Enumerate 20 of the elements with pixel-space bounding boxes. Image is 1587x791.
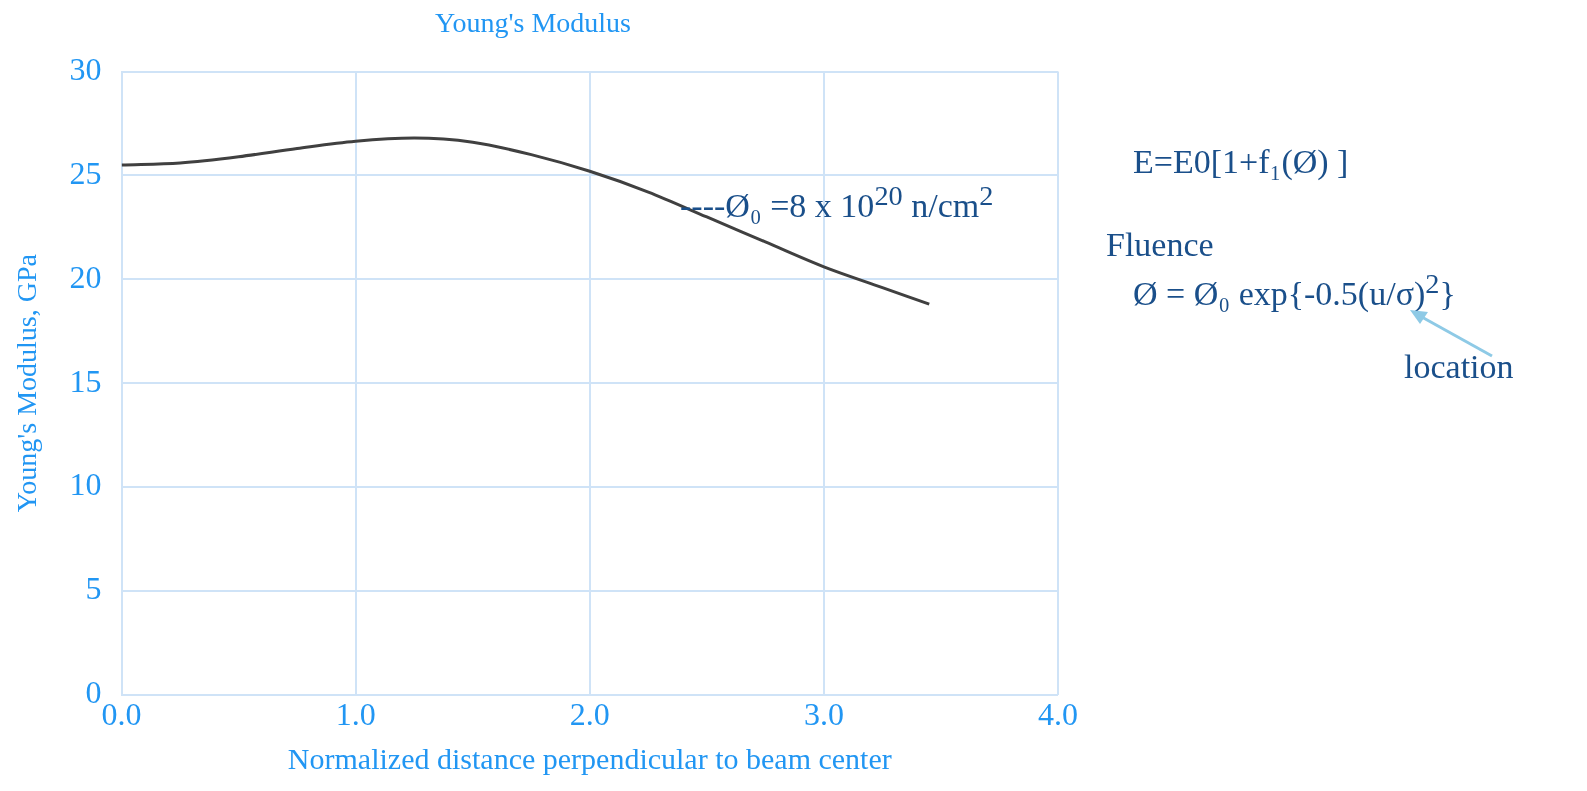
y-tick-label: 30 bbox=[69, 51, 102, 88]
y-axis-title: Young's Modulus, GPa bbox=[11, 253, 43, 513]
x-tick-label: 4.0 bbox=[1038, 696, 1078, 733]
text: Ø = Ø₀ exp{-0.5(u/σ)$^{2}$} bbox=[1133, 268, 1456, 314]
y-tick-label: 10 bbox=[69, 466, 102, 503]
annotation: ----Ø₀ =8 x 10$^{20}$ n/cm$^{2}$ bbox=[680, 180, 994, 226]
y-tick-label: 25 bbox=[69, 154, 102, 191]
y-tick-label: 0 bbox=[85, 674, 102, 711]
y-tick-label: 15 bbox=[69, 362, 102, 399]
x-tick-label: 2.0 bbox=[569, 696, 610, 733]
x-tick-label: 1.0 bbox=[335, 696, 376, 733]
text: location bbox=[1404, 348, 1514, 386]
y-tick-label: 5 bbox=[85, 570, 102, 607]
x-tick-label: 0.0 bbox=[101, 696, 142, 733]
x-tick-label: 3.0 bbox=[803, 696, 844, 733]
text: E=E0[1+f₁(Ø) ] bbox=[1133, 143, 1349, 181]
text: Fluence bbox=[1106, 226, 1214, 264]
x-axis-title: Normalized distance perpendicular to beam center bbox=[287, 741, 892, 775]
y-tick-label: 20 bbox=[69, 258, 102, 295]
chart-title: Young's Modulus bbox=[435, 7, 631, 39]
